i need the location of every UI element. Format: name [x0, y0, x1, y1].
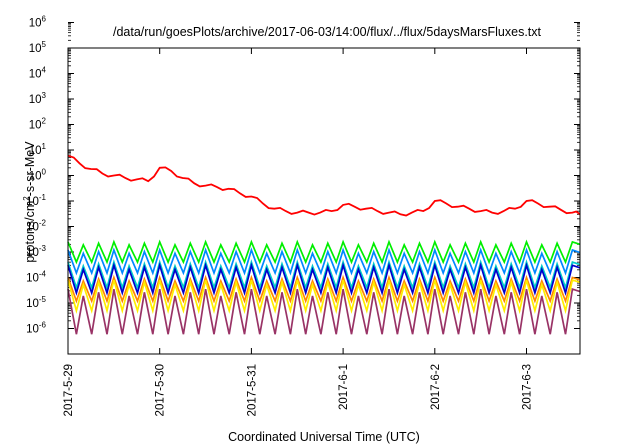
y-tick-label: 104	[29, 66, 47, 81]
series-line-3	[67, 259, 581, 291]
y-tick-label: 10-4	[26, 270, 46, 285]
series-line-2	[67, 247, 581, 276]
x-tick-label: 2017-5-30	[155, 364, 167, 416]
y-tick-labels: 106 105 104 103 102 101 100 10-1 10-2 10-3 10-4 10-…	[26, 15, 46, 336]
chart-title: /data/run/goesPlots/archive/2017-06-03/1…	[113, 25, 542, 39]
x-axis-label: Coordinated Universal Time (UTC)	[228, 430, 420, 444]
x-tick-label: 2017-6-3	[522, 364, 534, 410]
series-line-4	[67, 262, 581, 296]
plot-frame	[67, 47, 581, 355]
y-tick-label: 10-6	[26, 321, 46, 336]
series-lines	[67, 154, 581, 335]
x-tick-labels: 2017-5-29 2017-5-30 2017-5-31 2017-6-1 2017-…	[63, 364, 534, 416]
y-axis-label-suffix: -s-sr-MeV	[23, 141, 37, 197]
series-line-7	[67, 287, 581, 335]
series-line-1	[67, 239, 581, 265]
series-line-5	[67, 274, 581, 304]
y-axis-label: protons/cm2-s-sr-MeV	[22, 141, 37, 263]
x-tick-label: 2017-6-2	[430, 364, 442, 410]
series-line-6	[67, 278, 581, 315]
y-axis-label-sup: 2	[22, 196, 31, 201]
x-tick-label: 2017-6-1	[338, 364, 350, 410]
y-tick-label: 105	[29, 40, 47, 55]
y-tick-label: 106	[29, 15, 47, 30]
x-tick-label: 2017-5-29	[63, 364, 75, 416]
y-tick-label: 10-5	[26, 295, 46, 310]
y-axis-label-prefix: protons/cm	[23, 201, 37, 263]
y-tick-label: 102	[29, 117, 47, 132]
y-tick-label: 101	[29, 142, 47, 157]
y-tick-label: 10-3	[26, 244, 46, 259]
x-tick-label: 2017-5-31	[246, 364, 258, 416]
y-tick-label: 103	[29, 91, 47, 106]
y-tick-label: 10-2	[26, 219, 46, 234]
series-line-0	[67, 154, 581, 217]
y-tick-label: 100	[29, 168, 47, 183]
y-tick-label: 10-1	[26, 193, 46, 208]
